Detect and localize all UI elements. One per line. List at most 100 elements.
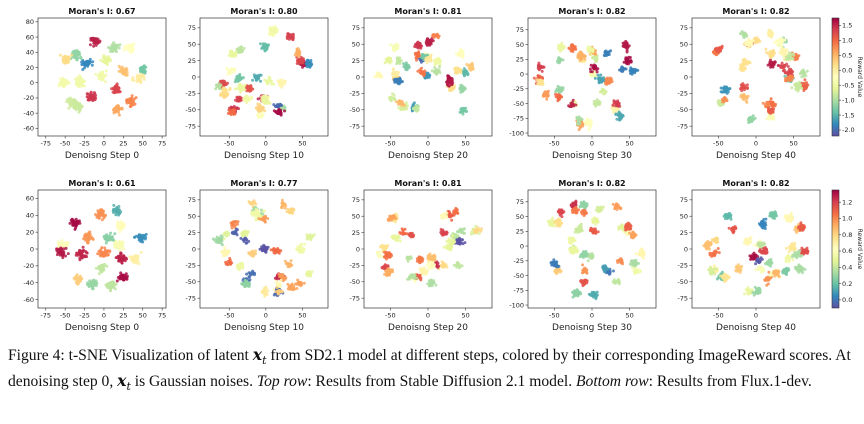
- scatter-point: [750, 41, 754, 44]
- scatter-point: [378, 72, 382, 76]
- y-tick-label: -40: [23, 109, 34, 117]
- scatter-point: [58, 53, 62, 57]
- scatter-point: [65, 98, 69, 101]
- scatter-point: [719, 90, 723, 94]
- scatter-point: [621, 114, 625, 118]
- scatter-point: [429, 59, 433, 63]
- x-tick-label: 50: [298, 140, 306, 148]
- scatter-point: [117, 46, 121, 50]
- scatter-point: [117, 86, 120, 89]
- scatter-point: [264, 46, 268, 50]
- scatter-point: [258, 73, 262, 77]
- scatter-point: [63, 55, 67, 59]
- panel-title: Moran's I: 0.80: [230, 7, 298, 16]
- scatter-point: [115, 246, 118, 250]
- scatter-point: [104, 283, 108, 287]
- scatter-point: [275, 30, 279, 34]
- scatter-point: [114, 207, 118, 211]
- scatter-point: [74, 108, 78, 112]
- scatter-point: [557, 90, 561, 94]
- scatter-point: [119, 246, 123, 250]
- scatter-point: [270, 31, 274, 35]
- scatter-point: [776, 39, 780, 43]
- scatter-point: [225, 66, 229, 70]
- scatter-point: [601, 88, 605, 92]
- scatter-point: [233, 54, 237, 58]
- scatter-point: [62, 85, 65, 89]
- scatter-point: [437, 69, 440, 73]
- scatter-point: [69, 99, 73, 103]
- y-tick-label: 50: [516, 41, 524, 49]
- y-tick-label: -25: [349, 90, 360, 98]
- scatter-point: [746, 46, 750, 50]
- scatter-point: [117, 90, 121, 94]
- figure-row-sd21: Moran's I: 0.67-75 -50 -25 0 25 50 75806040200…: [23, 7, 863, 161]
- scatter-point: [742, 42, 746, 46]
- scatter-point: [137, 74, 141, 78]
- scatter-point: [299, 57, 303, 61]
- scatter-point: [83, 62, 87, 65]
- scatter-point: [781, 48, 784, 52]
- scatter-point: [423, 69, 427, 73]
- scatter-point: [90, 63, 94, 67]
- scatter-point: [138, 235, 142, 239]
- scatter-point: [75, 49, 79, 53]
- scatter-point: [258, 113, 262, 117]
- scatter-point: [450, 87, 454, 91]
- scatter-point: [243, 97, 247, 101]
- x-tick-label: 75: [158, 140, 166, 148]
- y-tick-label: 25: [680, 57, 688, 65]
- scatter-point: [266, 79, 269, 83]
- scatter-point: [454, 52, 458, 56]
- scatter-point: [239, 77, 242, 81]
- scatter-point: [538, 81, 542, 85]
- scatter-point: [744, 95, 748, 99]
- scatter-point: [629, 59, 633, 62]
- scatter-point: [718, 49, 722, 53]
- scatter-point: [770, 108, 773, 112]
- scatter-point: [577, 51, 581, 55]
- scatter-point: [116, 104, 120, 108]
- y-tick-label: -75: [513, 115, 524, 123]
- scatter-point: [130, 101, 134, 104]
- scatter-point: [78, 108, 82, 112]
- x-tick-label: 25: [119, 140, 127, 148]
- scatter-point: [262, 106, 265, 110]
- scatter-point: [398, 99, 402, 103]
- scatter-point: [110, 45, 114, 49]
- y-tick-label: -75: [185, 122, 196, 130]
- scatter-point: [767, 101, 771, 105]
- scatter-point: [105, 264, 109, 268]
- scatter-point: [144, 232, 148, 236]
- scatter-point: [415, 51, 419, 55]
- scatter-point: [142, 75, 146, 79]
- x-axis-label: Denoisng Step 30: [552, 151, 632, 161]
- scatter-point: [432, 69, 436, 73]
- scatter-point: [59, 83, 63, 87]
- scatter-point: [394, 42, 398, 46]
- scatter-point: [117, 113, 121, 117]
- scatter-point: [126, 44, 130, 48]
- scatter-point: [590, 70, 594, 74]
- scatter-point: [541, 94, 545, 98]
- scatter-point: [592, 99, 596, 103]
- scatter-point: [66, 252, 70, 256]
- scatter-point: [773, 104, 777, 108]
- scatter-point: [748, 116, 752, 120]
- x-tick-label: -50: [713, 140, 724, 148]
- scatter-point: [80, 63, 84, 67]
- scatter-point: [588, 67, 592, 71]
- scatter-point: [557, 45, 561, 49]
- scatter-point: [73, 227, 77, 231]
- scatter-point: [88, 98, 92, 102]
- scatter-point: [588, 126, 592, 130]
- scatter-point: [777, 44, 781, 48]
- scatter-point: [138, 79, 142, 83]
- scatter-point: [97, 272, 101, 276]
- scatter-point: [461, 112, 465, 116]
- scatter-point: [239, 86, 243, 90]
- scatter-point: [71, 50, 75, 54]
- scatter-point: [304, 62, 308, 66]
- scatter-point: [786, 78, 790, 82]
- y-tick-label: 80: [26, 18, 34, 26]
